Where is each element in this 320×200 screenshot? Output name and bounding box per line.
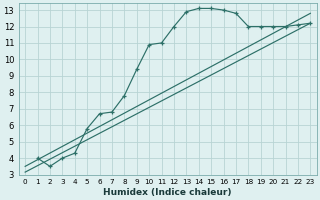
X-axis label: Humidex (Indice chaleur): Humidex (Indice chaleur) xyxy=(103,188,232,197)
